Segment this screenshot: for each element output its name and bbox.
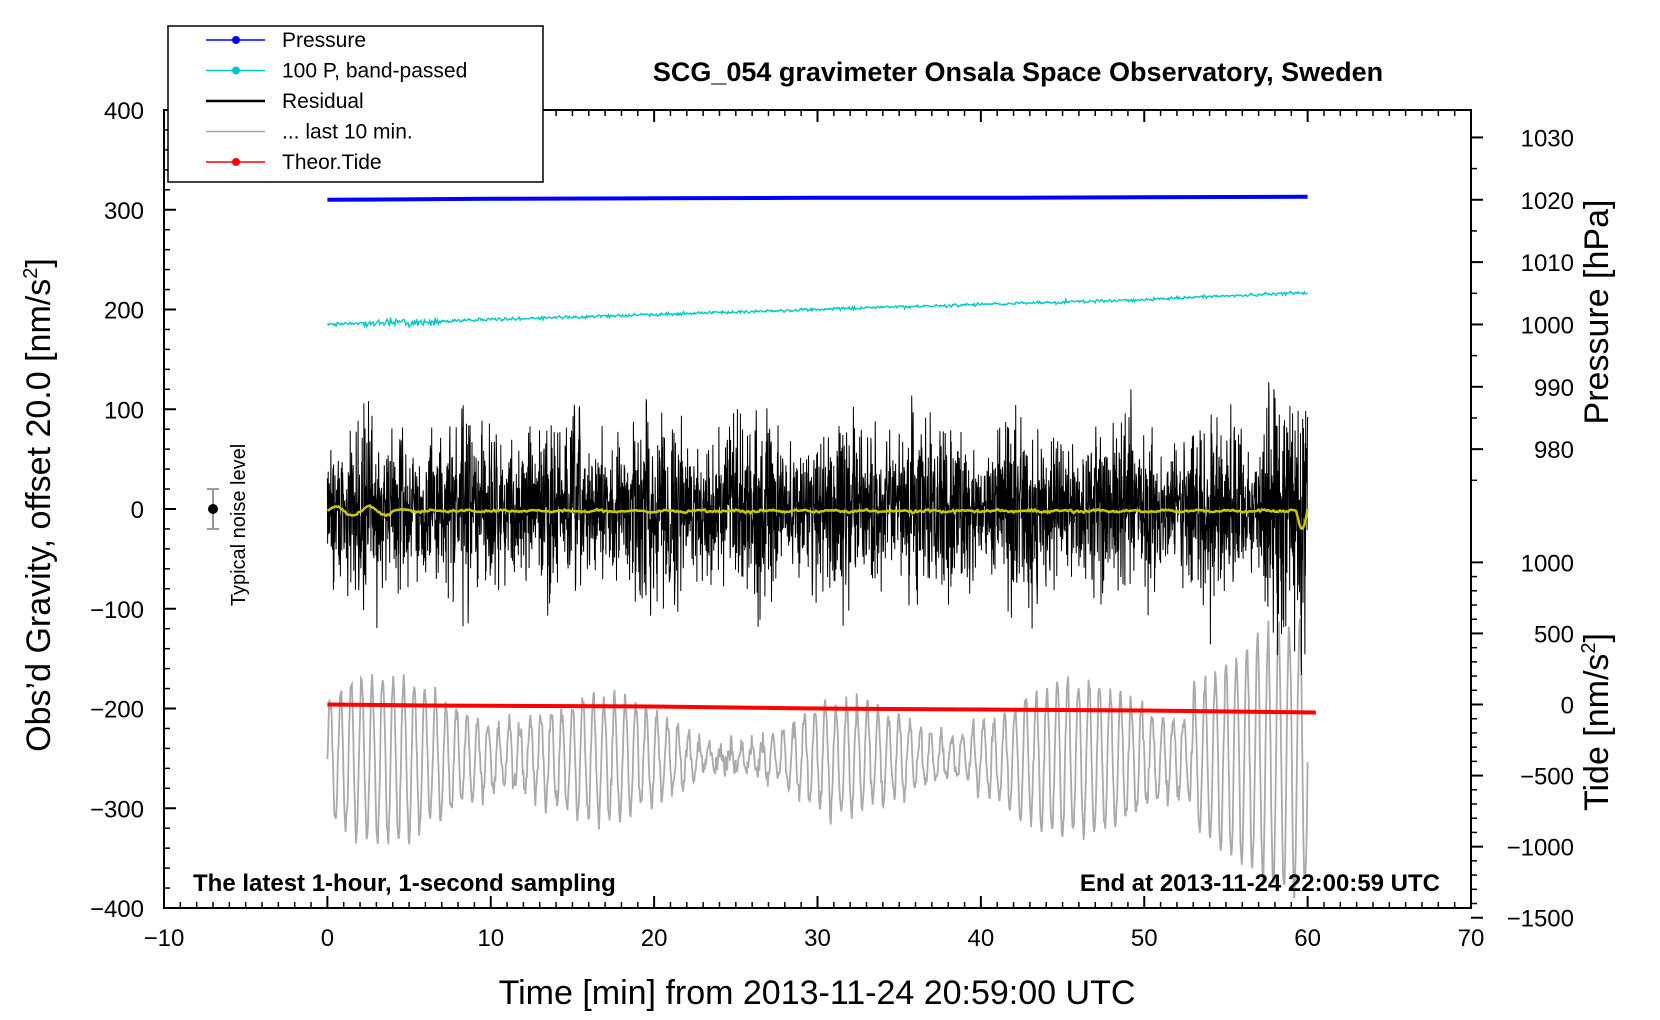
note-right: End at 2013-11-24 22:00:59 UTC bbox=[1080, 870, 1440, 897]
legend-marker bbox=[232, 36, 240, 44]
pressure-bandpassed-series bbox=[326, 290, 1309, 329]
y-axis-title-close: ] bbox=[20, 258, 58, 267]
tide-tick-label: −1500 bbox=[1507, 906, 1574, 933]
pressure-tick-label: 990 bbox=[1534, 375, 1574, 402]
tide-tick-label: 1000 bbox=[1521, 550, 1574, 577]
x-tick-label: 40 bbox=[968, 925, 995, 952]
tide-axis-title-close: ] bbox=[1578, 633, 1616, 642]
x-tick-label: 0 bbox=[321, 925, 334, 952]
tide-axis-title-sup: 2 bbox=[1578, 642, 1600, 653]
note-left: The latest 1-hour, 1-second sampling bbox=[193, 870, 616, 897]
noise-dot bbox=[208, 504, 219, 514]
x-axis-ticks: −10 0 10 20 30 40 50 60 70 bbox=[144, 110, 1485, 952]
tide-tick-label: −1000 bbox=[1507, 835, 1574, 862]
y-tick-label: 100 bbox=[104, 397, 144, 424]
pressure-tick-label: 1000 bbox=[1521, 312, 1574, 339]
pressure-tick-label: 1030 bbox=[1521, 125, 1574, 152]
y-tick-label: −300 bbox=[90, 796, 144, 823]
residual-line bbox=[326, 382, 1309, 675]
residual-filtered-line bbox=[326, 504, 1309, 530]
y-tick-label: 200 bbox=[104, 298, 144, 325]
theor-tide-line bbox=[327, 702, 1316, 715]
legend-label: Pressure bbox=[282, 29, 366, 52]
x-tick-label: 20 bbox=[641, 925, 668, 952]
tide-axis-ticks: 1000 500 0 −500 −1000 −1500 bbox=[1471, 550, 1574, 933]
legend-marker bbox=[232, 66, 240, 75]
tide-axis-title-text: Tide [nm/s bbox=[1578, 654, 1616, 811]
y-axis-title-text: Obs’d Gravity, offset 20.0 [nm/s bbox=[20, 279, 58, 752]
pressure-tick-label: 1020 bbox=[1521, 188, 1574, 215]
pressure-line bbox=[327, 194, 1308, 202]
y-axis-title: Obs’d Gravity, offset 20.0 [nm/s2] bbox=[20, 258, 58, 752]
y-axis-title-sup: 2 bbox=[20, 268, 42, 279]
legend-marker bbox=[232, 158, 240, 166]
residual-filtered-series bbox=[326, 504, 1309, 530]
y-tick-label: −200 bbox=[90, 697, 144, 724]
tide-tick-label: 500 bbox=[1534, 621, 1574, 648]
legend-label: 100 P, band-passed bbox=[282, 60, 467, 83]
last-10-min-line bbox=[326, 618, 1309, 899]
x-tick-label: 30 bbox=[804, 925, 831, 952]
legend-label: ... last 10 min. bbox=[282, 121, 413, 144]
x-tick-label: 70 bbox=[1458, 925, 1485, 952]
pressure-bandpassed-line bbox=[326, 290, 1309, 329]
y-tick-label: 400 bbox=[104, 98, 144, 125]
y-tick-label: 300 bbox=[104, 198, 144, 225]
legend-box bbox=[167, 25, 544, 183]
x-tick-label: 50 bbox=[1131, 925, 1158, 952]
noise-marker: Typical noise level bbox=[207, 444, 250, 606]
theor-tide-series bbox=[327, 702, 1316, 715]
tide-tick-label: 0 bbox=[1561, 693, 1574, 720]
x-tick-label: −10 bbox=[144, 925, 185, 952]
last-10-min-series bbox=[326, 618, 1309, 899]
pressure-tick-label: 980 bbox=[1534, 437, 1574, 464]
residual-series bbox=[326, 382, 1309, 675]
x-axis-title: Time [min] from 2013-11-24 20:59:00 UTC bbox=[499, 974, 1136, 1012]
tide-tick-label: −500 bbox=[1520, 764, 1574, 791]
chart-title: SCG_054 gravimeter Onsala Space Observat… bbox=[653, 57, 1383, 87]
legend-label: Residual bbox=[282, 90, 364, 113]
legend: Pressure 100 P, band-passed Residual ... la… bbox=[167, 25, 544, 183]
legend-label: Theor.Tide bbox=[282, 151, 382, 174]
y-tick-label: −100 bbox=[90, 597, 144, 624]
x-tick-label: 10 bbox=[477, 925, 504, 952]
tide-axis-title: Tide [nm/s2] bbox=[1578, 633, 1616, 811]
pressure-series bbox=[327, 194, 1308, 202]
pressure-axis-title: Pressure [hPa] bbox=[1578, 200, 1616, 425]
noise-label: Typical noise level bbox=[228, 444, 250, 606]
y-tick-label: −400 bbox=[90, 896, 144, 923]
y-axis-ticks: 400 300 200 100 0 −100 −200 −300 −400 bbox=[90, 98, 176, 923]
pressure-tick-label: 1010 bbox=[1521, 250, 1574, 277]
x-tick-label: 60 bbox=[1294, 925, 1321, 952]
y-tick-label: 0 bbox=[131, 497, 144, 524]
pressure-axis-ticks: 1030 1020 1010 1000 990 980 bbox=[1471, 125, 1574, 482]
